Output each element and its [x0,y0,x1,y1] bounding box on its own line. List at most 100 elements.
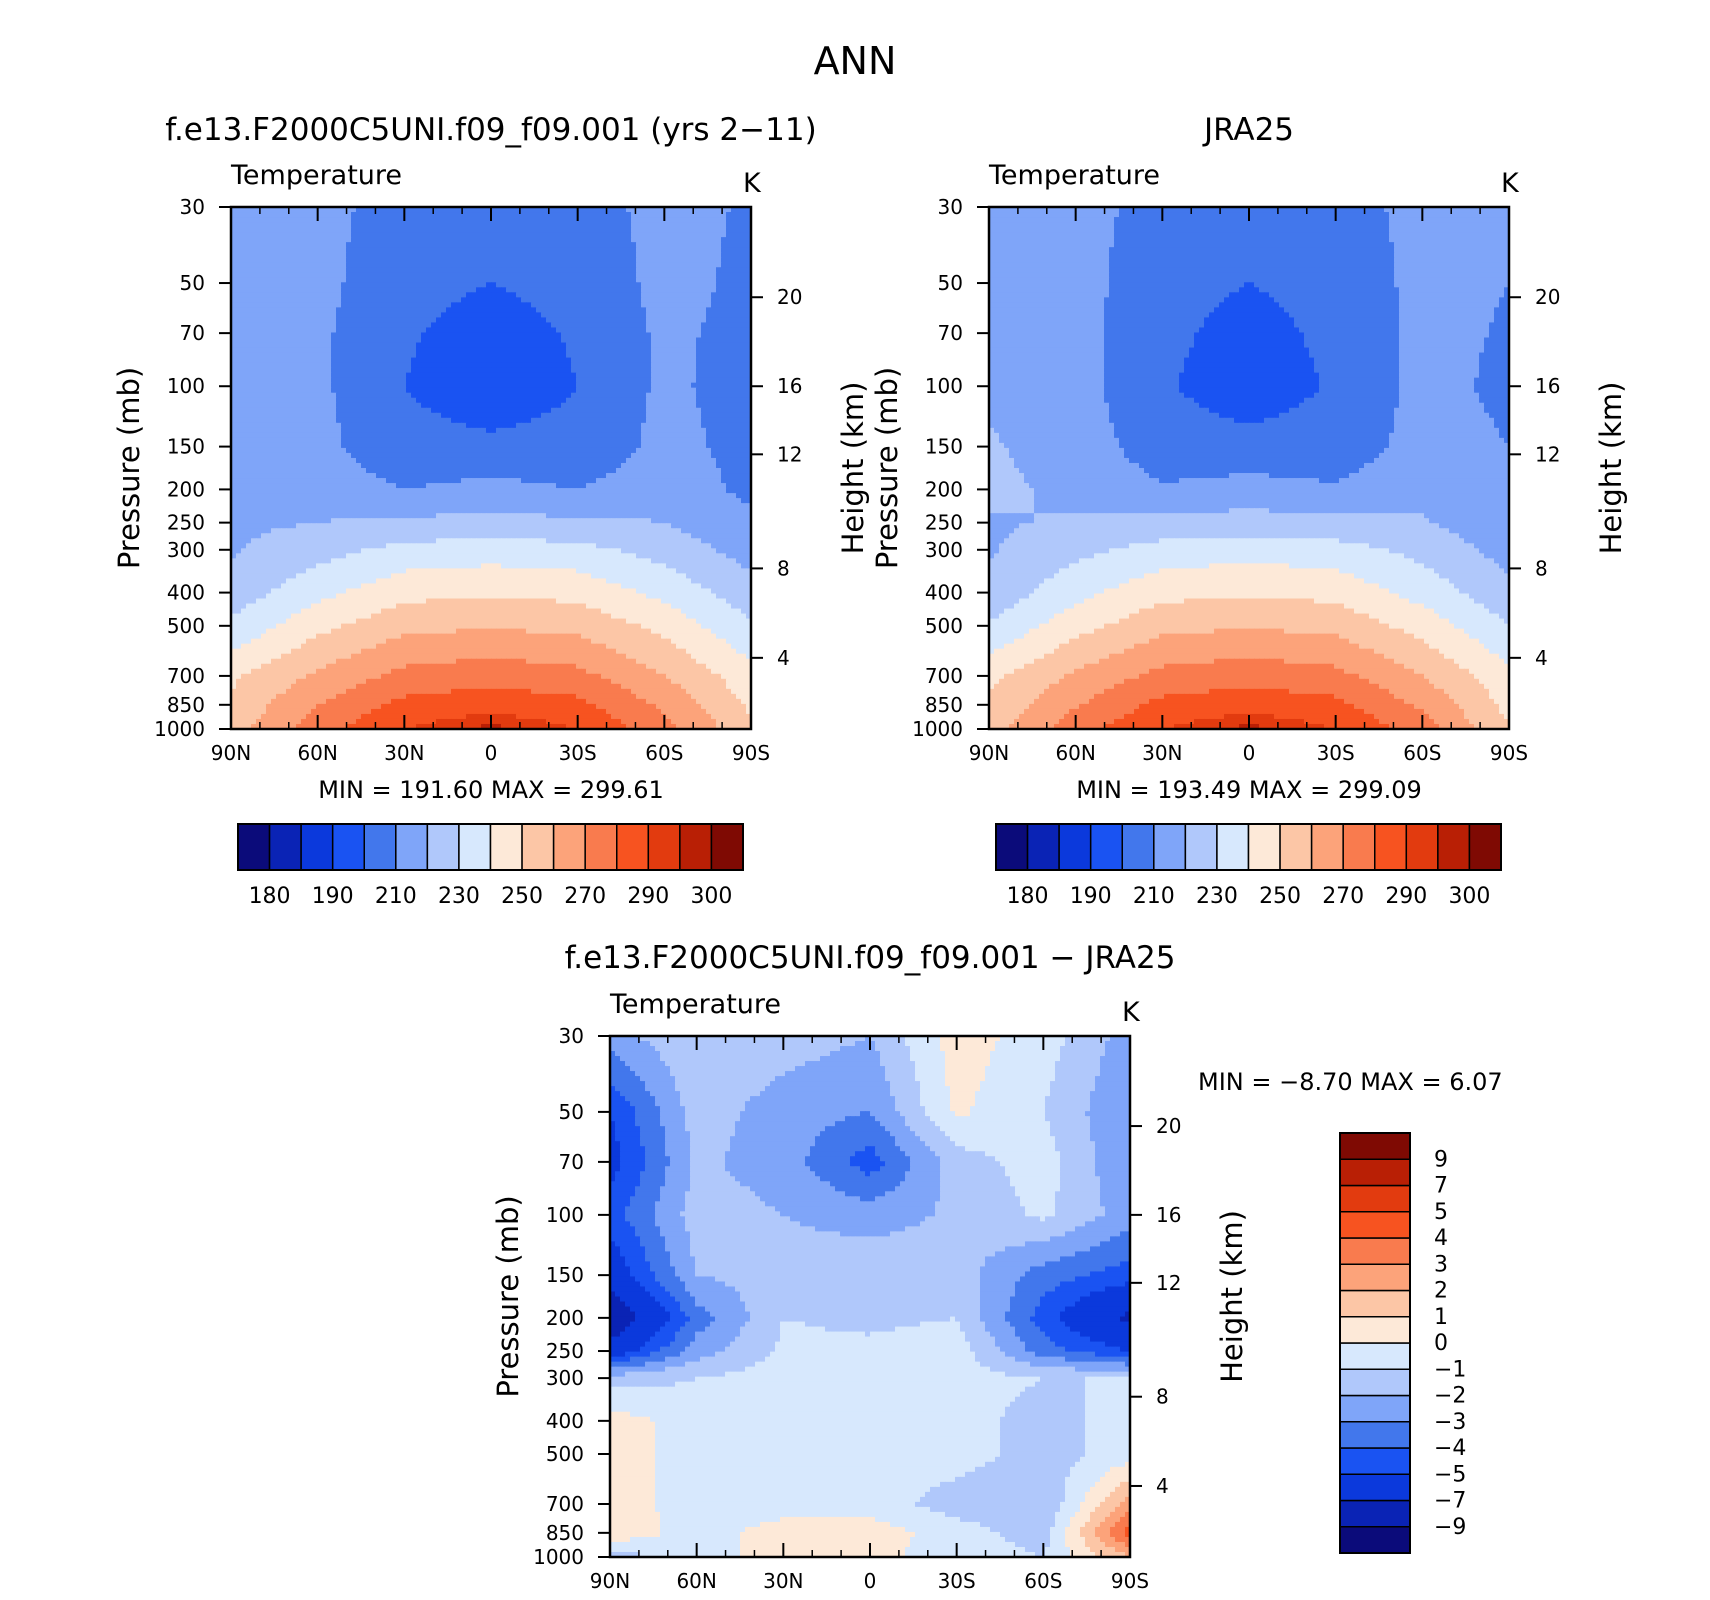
y-right-tick-label: 4 [1535,646,1548,670]
colorbar-label: 230 [1196,884,1238,909]
colorbar-box [1339,1368,1411,1397]
colorbar-box [1339,1289,1411,1318]
colorbar-box [1339,1211,1411,1239]
colorbar-label: 180 [1007,884,1049,909]
colorbar-label: 4 [1434,1226,1448,1251]
colorbar-box [395,823,429,871]
colorbar-label: 230 [438,884,480,909]
colorbar-label: −3 [1434,1410,1466,1435]
contour-field [610,1036,1130,1557]
colorbar-box [552,823,586,871]
y-tick-label: 500 [167,614,205,638]
colorbar-box [268,823,302,871]
colorbar-label: 7 [1434,1174,1448,1199]
panel-subtitle-variable: Temperature [988,160,1160,191]
contour-field [989,207,1509,729]
x-tick-label: 60N [1055,741,1095,765]
colorbar-label: −4 [1434,1436,1466,1461]
colorbar-box [584,823,618,871]
y-right-tick-label: 16 [777,374,802,398]
x-tick-label: 90N [590,1569,630,1593]
y-tick-label: 500 [925,614,963,638]
y-tick-label: 50 [180,271,205,295]
colorbar-label: 290 [627,884,669,909]
y-tick-label: 250 [925,511,963,535]
contour-field [231,207,751,729]
y-tick-label: 300 [546,1366,584,1390]
colorbar-label: −9 [1434,1515,1466,1540]
colorbar-box [458,823,492,871]
y-right-tick-label: 4 [777,646,790,670]
x-tick-label: 30S [938,1569,976,1593]
colorbar-label: 250 [501,884,543,909]
y-right-tick-label: 20 [1535,285,1560,309]
y-tick-label: 250 [546,1339,584,1363]
colorbar-label: 290 [1385,884,1427,909]
colorbar-box [489,823,523,871]
colorbar-label: 190 [1070,884,1112,909]
colorbar-label: 300 [1448,884,1490,909]
colorbar-label: 180 [249,884,291,909]
y-tick-label: 200 [546,1306,584,1330]
colorbar-label: −2 [1434,1384,1466,1409]
colorbar-box [1216,823,1250,871]
x-tick-label: 0 [864,1569,877,1593]
y-right-tick-label: 12 [777,442,802,466]
y-right-tick-label: 8 [1156,1385,1169,1409]
colorbar-box [1339,1447,1411,1475]
colorbar-box [679,823,713,871]
colorbar-box [363,823,397,871]
figure-title: ANN [814,39,897,83]
colorbar-label: −5 [1434,1462,1466,1487]
y-right-tick-label: 12 [1535,442,1560,466]
x-tick-label: 60S [1403,741,1441,765]
y-tick-label: 70 [938,321,963,345]
panel-title: JRA25 [1202,112,1294,148]
panel-subtitle-units: K [743,168,762,199]
y-right-tick-label: 16 [1535,374,1560,398]
y-tick-label: 400 [167,581,205,605]
colorbar-box [1339,1132,1411,1160]
colorbar-label: 2 [1434,1279,1448,1304]
colorbar-label: −7 [1434,1489,1466,1514]
panel-subtitle-variable: Temperature [230,160,402,191]
x-tick-label: 90S [1111,1569,1149,1593]
y-tick-label: 1000 [533,1545,584,1569]
y-right-axis-label: Height (km) [1594,382,1628,555]
y-right-tick-label: 8 [1535,556,1548,580]
x-tick-label: 60N [297,741,337,765]
y-tick-label: 850 [167,693,205,717]
colorbar-box [995,823,1029,871]
y-tick-label: 150 [167,435,205,459]
y-tick-label: 100 [167,374,205,398]
x-tick-label: 30N [1142,741,1182,765]
panel-subtitle-units: K [1501,168,1520,199]
y-tick-label: 400 [546,1409,584,1433]
y-axis-label: Pressure (mb) [870,367,904,569]
y-tick-label: 70 [559,1150,584,1174]
colorbar-box [1374,823,1408,871]
colorbar-box [1437,823,1471,871]
y-tick-label: 30 [180,195,205,219]
colorbar-box [647,823,681,871]
y-tick-label: 30 [559,1024,584,1048]
colorbar-box [1339,1316,1411,1344]
colorbar-box [1339,1263,1411,1292]
y-tick-label: 200 [925,477,963,501]
y-right-axis-label: Height (km) [836,382,870,555]
y-tick-label: 30 [938,195,963,219]
colorbar-box [1339,1473,1411,1502]
panel-subtitle-variable: Temperature [609,989,781,1020]
min-max-label: MIN = 193.49 MAX = 299.09 [1076,776,1422,804]
y-right-tick-label: 20 [777,285,802,309]
colorbar-box [1339,1394,1411,1423]
colorbar: 180 190 210 230 250 270 290 300 [237,823,744,909]
y-right-tick-label: 12 [1156,1271,1181,1295]
y-right-axis-label: Height (km) [1215,1210,1249,1383]
y-tick-label: 100 [546,1203,584,1227]
colorbar-label: 270 [564,884,606,909]
y-tick-label: 50 [559,1100,584,1124]
colorbar-label: 3 [1434,1252,1448,1277]
colorbar-box [300,823,334,871]
